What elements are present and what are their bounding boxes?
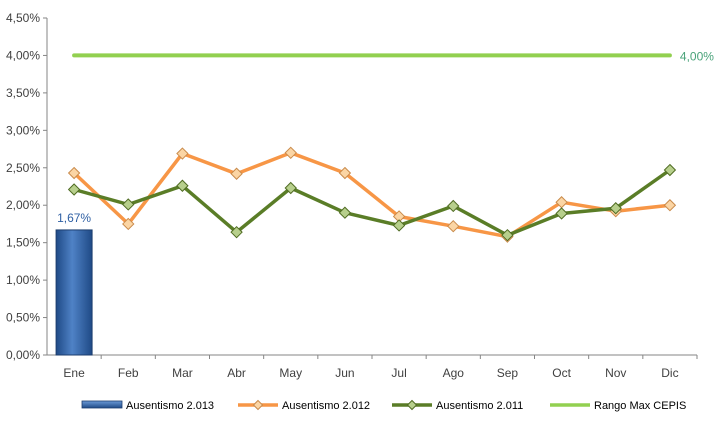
legend-marker-1 xyxy=(252,399,264,411)
series-marker-2 xyxy=(176,179,189,192)
series-marker-1 xyxy=(230,167,243,180)
series-line-1 xyxy=(72,151,672,239)
series-marker-1 xyxy=(176,147,189,160)
legend-label: Ausentismo 2.012 xyxy=(282,400,370,412)
series-marker-2 xyxy=(663,163,677,177)
y-tick-label: 2,50% xyxy=(6,161,40,175)
y-tick-label: 3,00% xyxy=(6,123,40,137)
x-tick-label: Mar xyxy=(172,366,193,380)
series-marker-1 xyxy=(122,217,135,231)
y-tick-label: 1,00% xyxy=(6,273,40,287)
data-label-rango: 4,00% xyxy=(680,49,714,63)
y-tick-label: 1,50% xyxy=(6,236,40,250)
x-tick-label: Nov xyxy=(605,366,626,380)
y-tick-label: 3,50% xyxy=(6,86,40,100)
series-marker-1 xyxy=(284,146,297,160)
x-tick-label: Jul xyxy=(391,366,406,380)
series-marker-2 xyxy=(609,202,622,215)
series-marker-2 xyxy=(230,225,243,239)
series-marker-1 xyxy=(338,166,352,180)
y-tick-label: 0,50% xyxy=(6,311,40,325)
series-marker-2 xyxy=(122,198,135,211)
legend-label: Ausentismo 2.011 xyxy=(436,400,523,412)
legend-marker-2 xyxy=(406,399,418,411)
x-tick-label: Ene xyxy=(63,366,85,380)
bar-ausentismo-2013 xyxy=(55,229,93,356)
series-marker-2 xyxy=(447,199,460,213)
series-marker-2 xyxy=(284,181,297,195)
x-tick-label: Dic xyxy=(661,366,678,380)
x-tick-label: Sep xyxy=(497,366,519,380)
x-tick-label: Jun xyxy=(335,366,354,380)
y-tick-label: 2,00% xyxy=(6,198,40,212)
series-marker-2 xyxy=(67,183,81,196)
series-marker-2 xyxy=(501,228,514,242)
legend-label: Rango Max CEPIS xyxy=(594,400,686,412)
legend-label: Ausentismo 2.013 xyxy=(126,400,214,412)
x-tick-label: Feb xyxy=(118,366,139,380)
series-line-2 xyxy=(72,168,672,237)
series-marker-2 xyxy=(392,219,406,232)
x-tick-label: May xyxy=(279,366,302,380)
data-label-bar: 1,67% xyxy=(57,211,91,225)
y-tick-label: 4,00% xyxy=(6,48,40,62)
x-tick-label: Abr xyxy=(227,366,246,380)
series-marker-1 xyxy=(663,199,677,212)
series-marker-2 xyxy=(555,207,568,220)
x-tick-label: Oct xyxy=(552,366,571,380)
series-marker-1 xyxy=(447,219,460,233)
x-tick-label: Ago xyxy=(443,366,465,380)
legend-swatch-bar xyxy=(81,400,123,409)
series-marker-1 xyxy=(67,166,81,180)
y-tick-label: 4,50% xyxy=(6,11,40,25)
y-tick-label: 0,00% xyxy=(6,348,40,362)
series-marker-2 xyxy=(338,206,352,219)
